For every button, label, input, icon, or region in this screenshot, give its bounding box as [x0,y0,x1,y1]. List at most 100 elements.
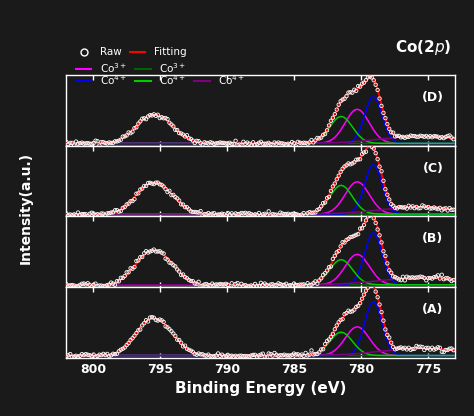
Point [353,231,360,238]
Point [82,281,90,288]
Point [348,89,356,96]
Point [327,188,335,194]
Point [348,233,356,240]
Point [105,210,113,216]
Point [175,337,183,343]
Point [162,115,169,121]
Point [230,212,237,218]
Point [74,353,82,360]
Point [276,352,284,359]
Point [216,139,224,146]
Point [428,344,436,351]
Point [304,352,311,359]
Point [90,351,97,358]
Text: (A): (A) [422,303,443,316]
Point [148,112,156,119]
Point [318,134,325,141]
Point [78,211,86,218]
Point [438,349,446,355]
Point [160,319,167,325]
Point [290,280,298,287]
Point [103,210,111,217]
Point [420,347,428,353]
Point [249,283,257,290]
Point [66,351,74,357]
Point [353,304,360,310]
Point [302,282,310,289]
Point [115,208,123,215]
Point [237,141,245,148]
Point [296,281,303,288]
Point [84,140,91,146]
Point [382,186,389,193]
Point [380,178,387,184]
Point [185,135,193,141]
Point [135,190,142,197]
Point [269,281,276,287]
Point [442,134,449,140]
Point [368,74,375,81]
Point [364,142,372,149]
Point [261,210,269,217]
Point [409,274,417,281]
Point [113,350,121,357]
Point [389,273,397,280]
Point [94,138,101,144]
Point [76,282,84,288]
Point [164,189,171,196]
Point [298,351,306,358]
Point [395,344,403,351]
Point [164,116,171,122]
Point [368,280,375,287]
Point [355,156,362,163]
Point [370,282,377,289]
Point [154,179,162,186]
Point [407,275,414,281]
Point [350,159,358,166]
Point [183,345,191,352]
Point [82,211,90,218]
Point [138,185,146,192]
Point [246,353,253,360]
Point [294,211,301,218]
Point [100,139,107,146]
Point [236,210,243,217]
Point [288,139,296,145]
Point [378,103,385,109]
Point [68,354,76,360]
Point [446,205,454,211]
Point [212,140,220,147]
Point [257,351,264,358]
Point [372,82,380,88]
Point [166,119,173,126]
Point [242,282,249,288]
Legend: Co$^{4+}$, Co$^{4+}$, Co$^{4+}$: Co$^{4+}$, Co$^{4+}$, Co$^{4+}$ [72,69,250,91]
Point [440,349,447,355]
Point [393,133,401,139]
Point [339,316,346,322]
Point [366,212,374,219]
Point [111,138,119,145]
Point [374,87,382,93]
Point [113,207,121,213]
Point [135,120,142,127]
Point [274,212,282,219]
Point [383,260,391,267]
Point [313,351,321,357]
Point [360,222,368,228]
Point [193,209,201,215]
Point [401,277,409,284]
Point [131,264,138,270]
Point [239,139,247,145]
Point [80,211,88,218]
Point [403,134,410,140]
Point [119,345,127,352]
Point [111,351,119,357]
Point [360,149,368,156]
Point [105,281,113,288]
Point [129,265,137,272]
Point [310,351,317,358]
Point [212,212,220,218]
Point [138,322,146,329]
Text: (D): (D) [421,91,443,104]
